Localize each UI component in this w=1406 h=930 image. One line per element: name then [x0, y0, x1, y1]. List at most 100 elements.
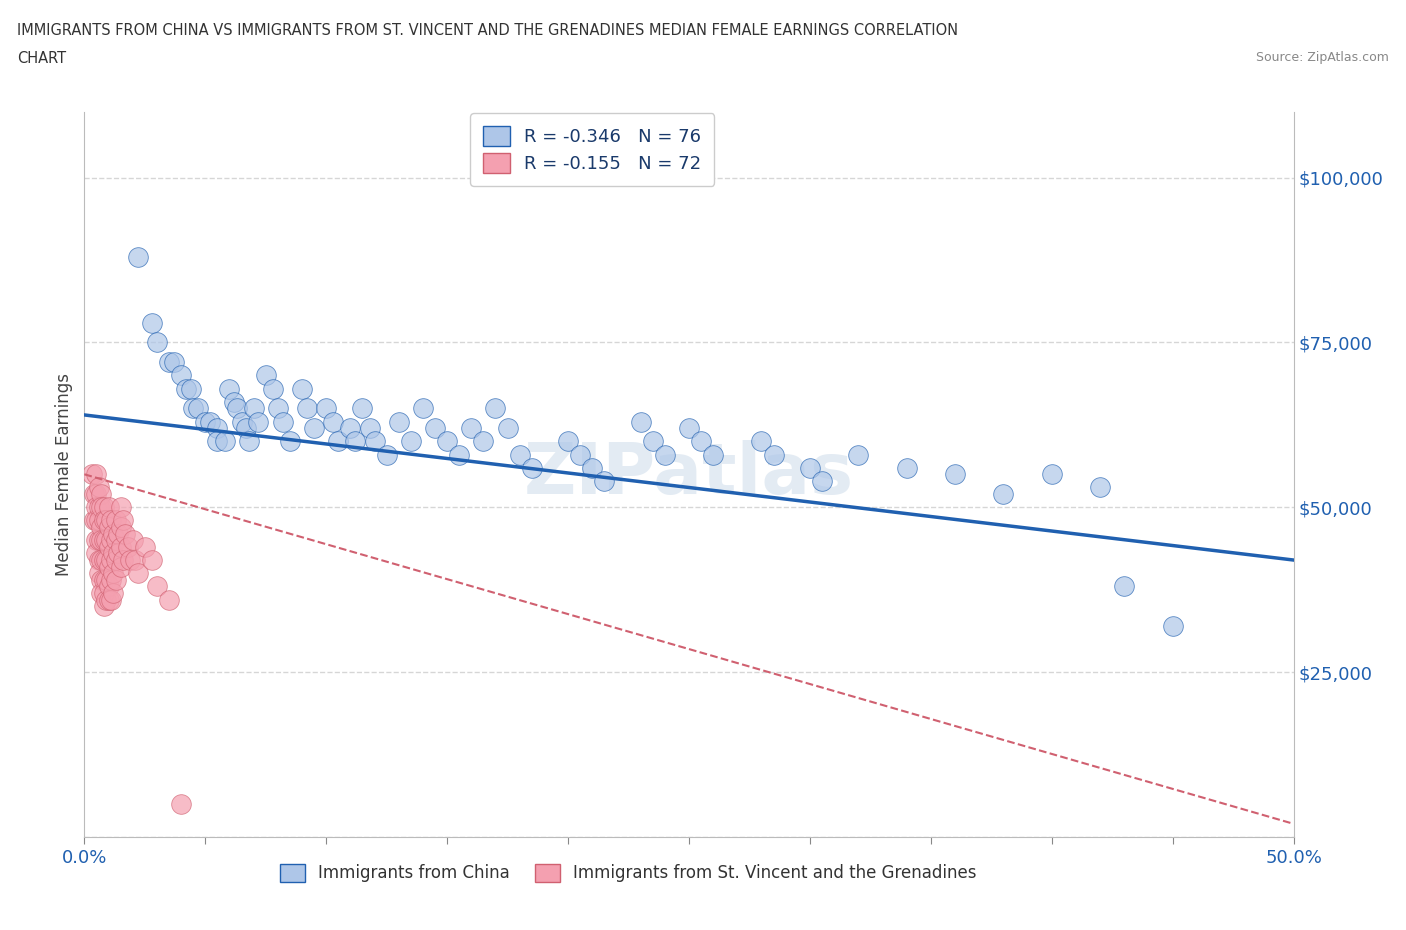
- Point: [163, 354, 186, 369]
- Point: [267, 401, 290, 416]
- Point: [271, 414, 294, 429]
- Point: [412, 401, 434, 416]
- Point: [581, 460, 603, 475]
- Point: [100, 592, 122, 607]
- Point: [90, 520, 112, 535]
- Point: [170, 797, 193, 812]
- Point: [214, 434, 236, 449]
- Point: [93, 586, 115, 601]
- Point: [207, 434, 229, 449]
- Point: [93, 513, 115, 528]
- Point: [107, 546, 129, 561]
- Point: [194, 414, 217, 429]
- Point: [110, 559, 132, 574]
- Point: [104, 552, 127, 567]
- Point: [104, 533, 127, 548]
- Point: [484, 401, 506, 416]
- Point: [94, 513, 117, 528]
- Point: [110, 539, 132, 554]
- Point: [174, 381, 197, 396]
- Point: [120, 552, 142, 567]
- Point: [1040, 467, 1063, 482]
- Point: [103, 546, 125, 561]
- Point: [86, 499, 108, 514]
- Point: [90, 486, 112, 501]
- Point: [87, 499, 110, 514]
- Point: [509, 447, 531, 462]
- Point: [97, 579, 120, 594]
- Point: [97, 520, 120, 535]
- Point: [1161, 618, 1184, 633]
- Point: [557, 434, 579, 449]
- Point: [86, 467, 108, 482]
- Point: [846, 447, 869, 462]
- Point: [103, 586, 125, 601]
- Point: [121, 533, 143, 548]
- Point: [86, 533, 108, 548]
- Point: [103, 565, 125, 580]
- Point: [207, 420, 229, 435]
- Point: [87, 552, 110, 567]
- Point: [569, 447, 592, 462]
- Point: [291, 381, 314, 396]
- Point: [86, 486, 108, 501]
- Point: [97, 559, 120, 574]
- Point: [799, 460, 821, 475]
- Point: [103, 526, 125, 541]
- Point: [110, 520, 132, 535]
- Point: [141, 315, 163, 330]
- Point: [399, 434, 422, 449]
- Point: [993, 486, 1015, 501]
- Point: [90, 552, 112, 567]
- Point: [87, 533, 110, 548]
- Point: [278, 434, 301, 449]
- Point: [86, 546, 108, 561]
- Point: [235, 420, 257, 435]
- Point: [124, 552, 146, 567]
- Point: [328, 434, 350, 449]
- Point: [107, 526, 129, 541]
- Point: [112, 552, 135, 567]
- Point: [90, 533, 112, 548]
- Point: [100, 552, 122, 567]
- Point: [112, 513, 135, 528]
- Point: [94, 592, 117, 607]
- Point: [225, 401, 247, 416]
- Point: [238, 434, 260, 449]
- Text: IMMIGRANTS FROM CHINA VS IMMIGRANTS FROM ST. VINCENT AND THE GRENADINES MEDIAN F: IMMIGRANTS FROM CHINA VS IMMIGRANTS FROM…: [17, 23, 957, 38]
- Point: [339, 420, 361, 435]
- Point: [436, 434, 458, 449]
- Point: [218, 381, 240, 396]
- Point: [702, 447, 724, 462]
- Point: [762, 447, 785, 462]
- Point: [254, 368, 277, 383]
- Point: [388, 414, 411, 429]
- Point: [127, 565, 149, 580]
- Y-axis label: Median Female Earnings: Median Female Earnings: [55, 373, 73, 576]
- Point: [117, 539, 139, 554]
- Point: [83, 513, 105, 528]
- Point: [93, 533, 115, 548]
- Point: [104, 572, 127, 587]
- Point: [97, 539, 120, 554]
- Point: [100, 533, 122, 548]
- Point: [157, 592, 180, 607]
- Text: CHART: CHART: [17, 51, 66, 66]
- Point: [460, 420, 482, 435]
- Point: [93, 599, 115, 614]
- Point: [224, 394, 246, 409]
- Point: [242, 401, 264, 416]
- Point: [678, 420, 700, 435]
- Point: [94, 552, 117, 567]
- Point: [262, 381, 284, 396]
- Point: [641, 434, 664, 449]
- Point: [87, 480, 110, 495]
- Point: [322, 414, 344, 429]
- Point: [170, 368, 193, 383]
- Point: [104, 513, 127, 528]
- Point: [100, 513, 122, 528]
- Point: [80, 467, 103, 482]
- Point: [1088, 480, 1111, 495]
- Text: Source: ZipAtlas.com: Source: ZipAtlas.com: [1256, 51, 1389, 64]
- Point: [87, 513, 110, 528]
